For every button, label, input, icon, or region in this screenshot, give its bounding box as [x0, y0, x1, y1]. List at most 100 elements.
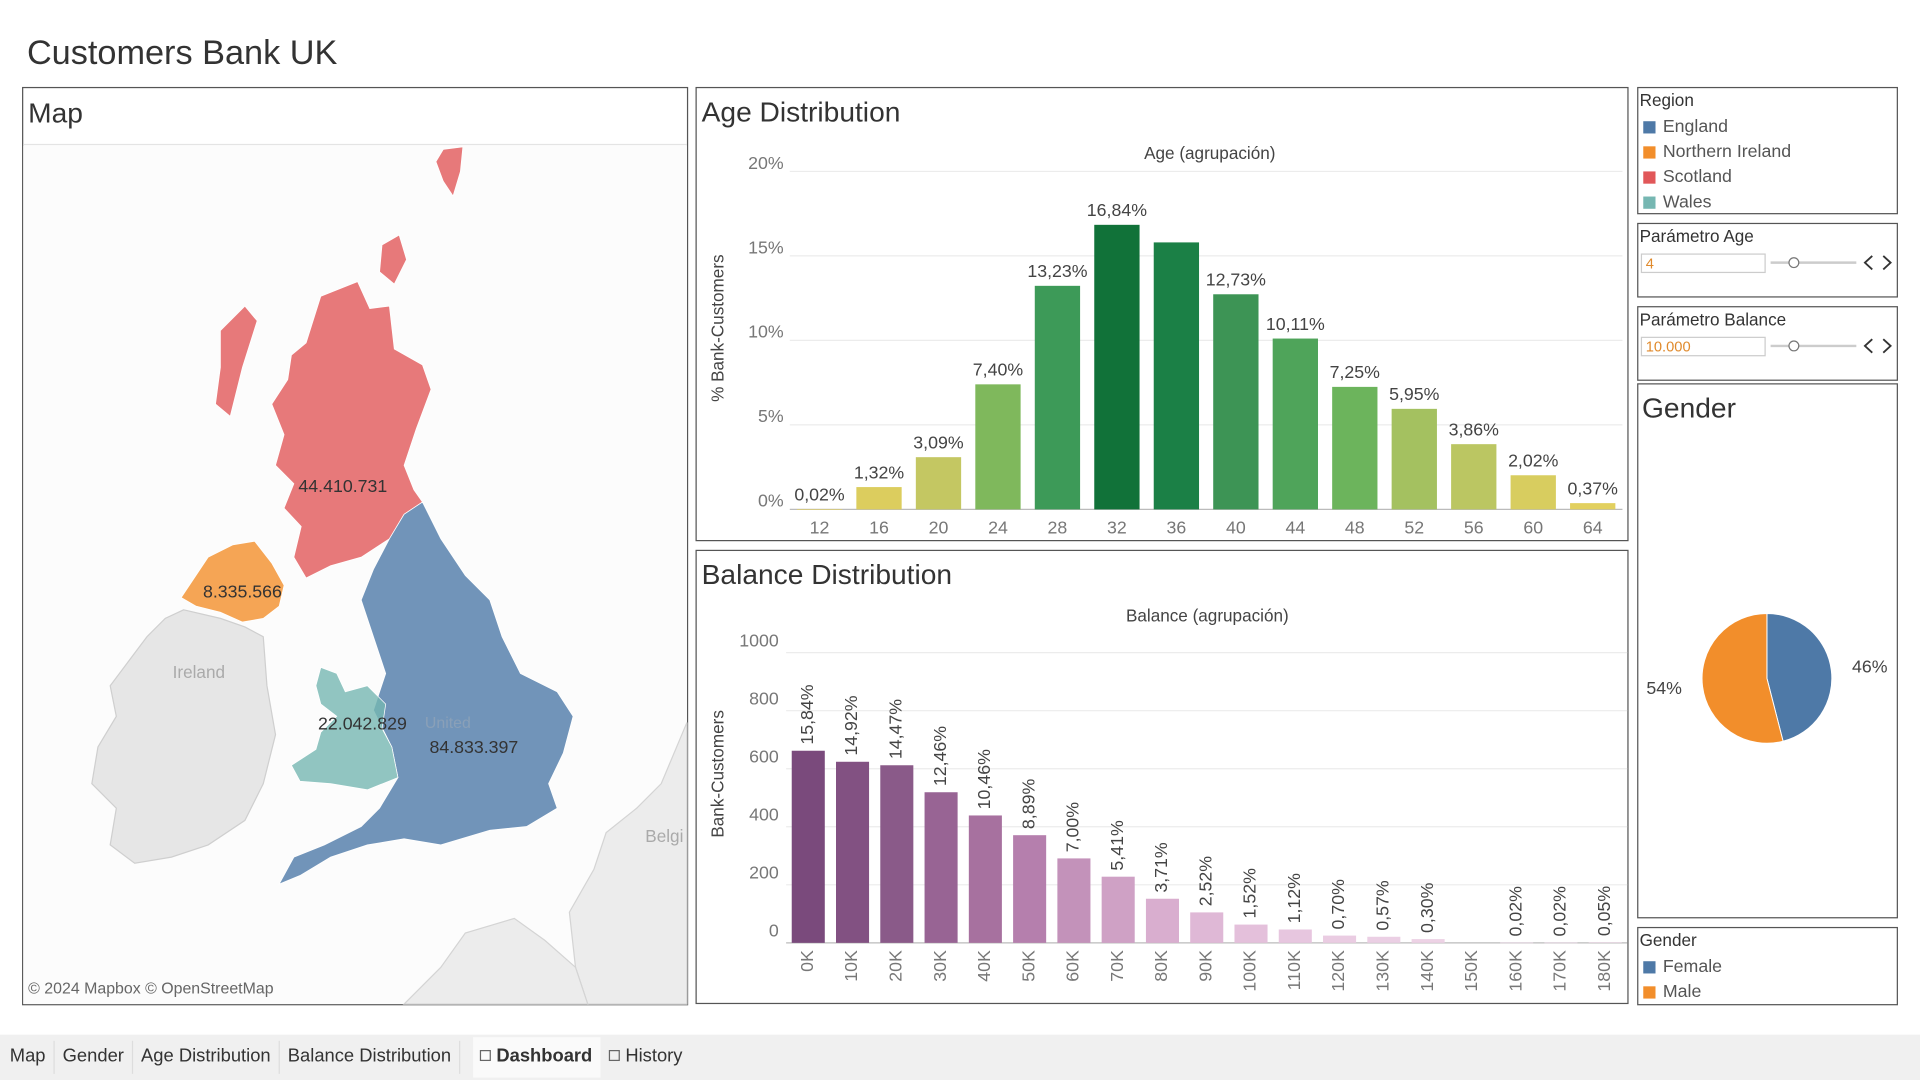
chart-title: Gender — [1642, 393, 1736, 424]
tab[interactable]: Dashboard — [496, 1045, 592, 1066]
x-tick-label: 52 — [1404, 518, 1424, 538]
legend-label[interactable]: Female — [1663, 956, 1722, 976]
dashboard-title: Customers Bank UK — [27, 34, 338, 72]
bar — [1451, 444, 1497, 510]
prev-button[interactable] — [1863, 255, 1873, 271]
tab[interactable]: Balance Distribution — [288, 1045, 451, 1066]
legend-label[interactable]: Scotland — [1663, 166, 1732, 186]
bar — [1588, 942, 1622, 943]
bar — [1323, 935, 1357, 943]
x-axis-title: Balance (agrupación) — [1126, 606, 1289, 626]
x-tick-label: 110K — [1284, 950, 1304, 990]
bar — [1101, 876, 1135, 943]
bar — [1213, 294, 1259, 510]
value-label: 0,57% — [1373, 880, 1393, 931]
bar — [1190, 912, 1224, 943]
value-label: 54% — [1646, 678, 1682, 698]
region-value-label: 22.042.829 — [318, 714, 407, 734]
next-button[interactable] — [1882, 255, 1892, 271]
value-label: 7,00% — [1063, 802, 1083, 853]
x-tick-label: 10K — [841, 950, 861, 982]
x-tick-label: 28 — [1048, 518, 1068, 538]
parameter-label: Parámetro Age — [1640, 226, 1754, 246]
value-label: 8,89% — [1018, 779, 1038, 830]
x-tick-label: 90K — [1195, 950, 1215, 982]
tab[interactable]: History — [625, 1045, 683, 1066]
next-button[interactable] — [1882, 338, 1892, 354]
tab-bar — [0, 1034, 1920, 1080]
legend-label[interactable]: Wales — [1663, 191, 1712, 211]
legend-items: England Northern Ireland Scotland Wales — [1643, 116, 1791, 211]
x-tick-label: 160K — [1505, 950, 1525, 992]
legend-swatch — [1643, 121, 1656, 134]
y-tick-label: 10% — [748, 322, 784, 342]
value-label: 12,73% — [1206, 269, 1266, 289]
value-label: 7,40% — [973, 360, 1024, 380]
x-tick-label: 70K — [1107, 950, 1127, 982]
bar — [924, 792, 958, 943]
parameter-panel — [1637, 306, 1898, 381]
region-value-label: 44.410.731 — [298, 476, 387, 496]
value-label: 0,70% — [1328, 879, 1348, 930]
legend-label[interactable]: England — [1663, 116, 1728, 136]
tab-icon — [608, 1050, 620, 1062]
tab[interactable]: Map — [10, 1045, 46, 1066]
x-tick-label: 30K — [930, 950, 950, 982]
x-tick-label: 64 — [1583, 518, 1603, 538]
hebrides-shape — [215, 305, 258, 417]
parameter-label: Parámetro Balance — [1640, 309, 1787, 329]
gender-legend — [1637, 926, 1898, 1006]
bar — [915, 457, 962, 510]
value-label: 12,46% — [930, 726, 950, 786]
x-tick-label: 16 — [869, 518, 889, 538]
x-tick-label: 50K — [1018, 950, 1038, 982]
map-attribution: © 2024 Mapbox © OpenStreetMap — [28, 981, 274, 998]
bar — [975, 384, 1021, 510]
x-tick-label: 32 — [1107, 518, 1127, 538]
tab[interactable]: Age Distribution — [141, 1045, 271, 1066]
slider-handle[interactable] — [1788, 340, 1800, 352]
value-label: 0,02% — [1550, 886, 1570, 937]
y-tick-label: 200 — [749, 862, 779, 882]
bar — [1500, 942, 1534, 944]
parameter-input[interactable] — [1640, 253, 1766, 274]
legend-title: Region — [1640, 90, 1694, 110]
active-tab-background — [473, 1037, 601, 1078]
prev-button[interactable] — [1863, 338, 1873, 354]
value-label: 14,47% — [885, 699, 905, 759]
value-label: 16,84% — [1087, 200, 1147, 220]
bar — [1411, 939, 1445, 943]
bar — [1367, 936, 1401, 943]
legend-swatch — [1643, 171, 1656, 184]
balance-chart: 0 200 400 600 800 1000 0K 15,84% 10K 14,92% 20K 14,… — [739, 630, 1628, 992]
y-tick-label: 15% — [748, 237, 784, 257]
x-tick-label: 140K — [1417, 950, 1437, 992]
northern-ireland-shape — [180, 540, 285, 623]
legend-swatch — [1643, 196, 1656, 209]
bar — [1234, 924, 1268, 943]
parameter-input[interactable] — [1640, 336, 1766, 357]
bar — [1391, 408, 1437, 510]
region-legend — [1637, 86, 1898, 215]
value-label: 15,84% — [797, 684, 817, 744]
legend-label[interactable]: Male — [1663, 981, 1702, 1001]
x-tick-label: 170K — [1550, 950, 1570, 992]
bar — [1272, 338, 1318, 510]
x-tick-label: 80K — [1151, 950, 1171, 982]
bar — [968, 815, 1002, 943]
parameter-age: Parámetro Age 4 — [1637, 222, 1898, 298]
tab[interactable]: Gender — [63, 1045, 124, 1066]
ireland-shape — [91, 609, 277, 864]
slider-handle[interactable] — [1788, 257, 1800, 269]
bar — [856, 487, 902, 510]
y-tick-label: 400 — [749, 804, 779, 824]
shetland-shape — [435, 146, 464, 197]
chart-title: Balance Distribution — [702, 559, 952, 590]
x-tick-label: 12 — [810, 518, 830, 538]
legend-label[interactable]: Northern Ireland — [1663, 141, 1791, 161]
bar — [1570, 503, 1616, 510]
region-value-label: 84.833.397 — [429, 737, 518, 757]
bar — [796, 509, 843, 510]
scotland-shape — [271, 281, 432, 579]
